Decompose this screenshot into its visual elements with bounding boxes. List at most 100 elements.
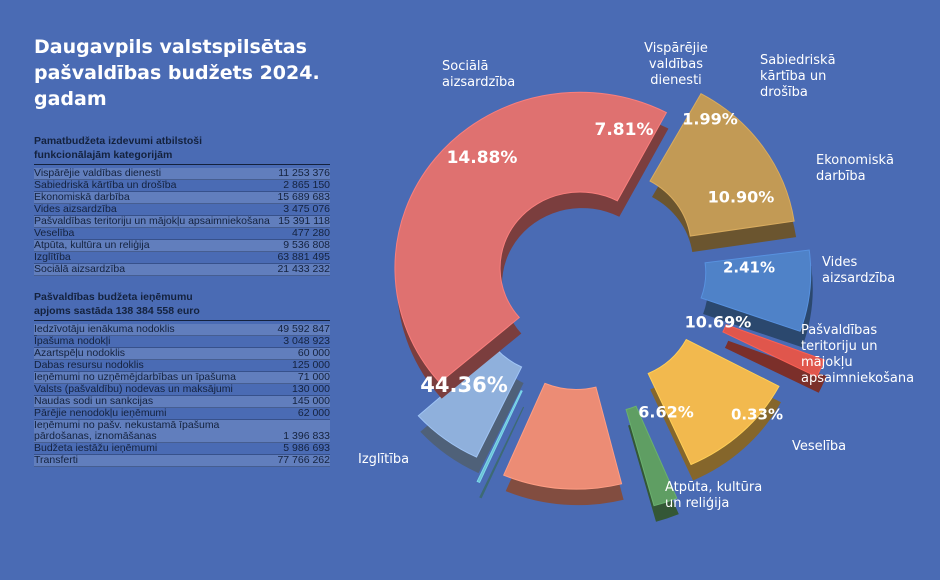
category-label-line: dienesti (650, 73, 702, 88)
row-value: 125 000 (277, 359, 330, 372)
row-label: Īpašuma nodokļi (34, 335, 278, 348)
category-label-line: Izglītība (358, 452, 409, 467)
expenditure-table: Vispārējie valdības dienesti 11 253 376 S… (34, 168, 330, 276)
row-label: Veselība (34, 227, 277, 240)
slice-top (649, 93, 795, 237)
row-value: 21 433 232 (276, 263, 330, 276)
slice-side (724, 340, 827, 393)
table-row: Sabiedriskā kārtība un drošība 2 865 150 (34, 179, 330, 192)
category-label-line: apsaimniekošana (801, 371, 914, 386)
row-label: Naudas sodi un sankcijas (34, 395, 278, 408)
expenditure-heading-line-2: funkcionālajām kategorijām (34, 149, 173, 161)
page-title-line-2: pašvaldības budžets 2024. gadam (34, 62, 320, 110)
row-label: Sociālā aizsardzība (34, 263, 277, 276)
category-label-line: Veselība (792, 439, 846, 454)
row-label: Izglītība (34, 251, 277, 264)
slice-category-label: Vispārējie valdības dienesti (644, 41, 708, 88)
row-value: 49 592 847 (277, 323, 330, 336)
slice-top (417, 348, 523, 458)
slice-percent-label: 44.36% (420, 373, 507, 397)
table-row: Ieņēmumi no pašv. nekustamā īpašuma pārd… (34, 419, 330, 443)
row-value: 130 000 (277, 383, 330, 396)
slice-economic-affairs (647, 338, 781, 481)
slice-environment (625, 405, 679, 522)
slice-top (476, 390, 523, 484)
category-label-line: Ekonomiskā (816, 153, 894, 168)
slice-public-order (722, 324, 827, 393)
row-value: 62 000 (277, 407, 330, 420)
table-row: Vides aizsardzība 3 475 076 (34, 203, 330, 216)
row-label: Vides aizsardzība (34, 203, 277, 216)
category-label-line: Vispārējie (644, 41, 708, 56)
slice-percent-label: 1.99% (682, 110, 738, 129)
slice-category-label: Izglītība (358, 452, 409, 467)
row-value: 3 475 076 (276, 203, 330, 216)
slice-percent-label: 10.69% (685, 313, 752, 332)
row-value: 477 280 (276, 227, 330, 240)
table-row: Atpūta, kultūra un reliģija 9 536 808 (34, 239, 330, 252)
category-label-line: Atpūta, kultūra (665, 480, 762, 495)
revenue-table: Iedzīvotāju ienākuma nodoklis 49 592 847 … (34, 324, 330, 467)
row-value: 1 396 833 (277, 419, 330, 443)
row-value: 3 048 923 (277, 335, 330, 348)
slice-education (394, 91, 669, 399)
expenditure-heading: Pamatbudžeta izdevumi atbilstoši funkcio… (34, 134, 330, 165)
slice-percent-label: 14.88% (447, 148, 518, 168)
row-label: Atpūta, kultūra un reliģija (34, 239, 277, 252)
slice-top (625, 405, 678, 507)
table-row: Iedzīvotāju ienākuma nodoklis 49 592 847 (34, 324, 330, 336)
row-value: 63 881 495 (276, 251, 330, 264)
table-row: Ieņēmumi no uzņēmējdarbības un īpašuma 71… (34, 371, 330, 384)
row-label: Iedzīvotāju ienākuma nodoklis (34, 324, 278, 336)
row-value: 11 253 376 (276, 168, 330, 180)
slice-percent-label: 10.90% (708, 188, 775, 207)
category-label-line: un reliģija (665, 496, 729, 511)
left-panel: Daugavpils valstspilsētas pašvaldības bu… (34, 34, 330, 467)
table-row: Pašvaldības teritoriju un mājokļu apsaim… (34, 215, 330, 228)
category-label-line: Vides (822, 255, 857, 270)
table-row: Transferti 77 766 262 (34, 454, 330, 467)
category-label-line: Sociālā (442, 59, 489, 74)
category-label-line: teritoriju un (801, 339, 878, 354)
row-value: 77 766 262 (277, 454, 330, 467)
slice-recreation (417, 348, 524, 474)
slice-category-label: Vides aizsardzība (822, 255, 895, 286)
category-label-line: aizsardzība (442, 75, 515, 90)
row-label: Ieņēmumi no uzņēmējdarbības un īpašuma (34, 371, 278, 384)
row-value: 145 000 (277, 395, 330, 408)
table-row: Ekonomiskā darbība 15 689 683 (34, 191, 330, 204)
expenditure-heading-line-1: Pamatbudžeta izdevumi atbilstoši (34, 135, 203, 147)
table-row: Azartspēļu nodoklis 60 000 (34, 347, 330, 360)
table-row: Valsts (pašvaldību) nodevas un maksājumi… (34, 383, 330, 396)
slice-housing (503, 382, 624, 506)
table-row: Vispārējie valdības dienesti 11 253 376 (34, 168, 330, 180)
slice-top (394, 91, 668, 384)
row-value: 5 986 693 (277, 442, 330, 455)
slice-top (647, 338, 780, 466)
row-label: Azartspēļu nodoklis (34, 347, 278, 360)
row-value: 2 865 150 (276, 179, 330, 192)
slice-category-label: Pašvaldības teritoriju un mājokļu apsaimnie… (801, 323, 914, 386)
slice-top (722, 324, 826, 378)
category-label-line: darbība (816, 169, 866, 184)
slice-top (503, 382, 623, 490)
slice-category-label: Veselība (792, 439, 846, 454)
row-label: Transferti (34, 454, 278, 467)
slice-health (476, 390, 525, 499)
row-label: Ieņēmumi no pašv. nekustamā īpašuma pārd… (34, 419, 278, 443)
category-label-line: drošība (760, 85, 808, 100)
row-label: Vispārējie valdības dienesti (34, 168, 277, 180)
row-value: 15 391 118 (276, 215, 330, 228)
row-label: Sabiedriskā kārtība un drošība (34, 179, 277, 192)
row-label: Budžeta iestāžu ieņēmumi (34, 442, 278, 455)
table-row: Budžeta iestāžu ieņēmumi 5 986 693 (34, 442, 330, 455)
row-label: Ekonomiskā darbība (34, 191, 277, 204)
table-row: Izglītība 63 881 495 (34, 251, 330, 264)
slice-percent-label: 6.62% (638, 403, 694, 422)
page-title: Daugavpils valstspilsētas pašvaldības bu… (34, 34, 330, 112)
slice-category-label: Atpūta, kultūra un reliģija (665, 480, 762, 511)
slice-category-label: Sabiedriskā kārtība un drošība (760, 53, 836, 100)
row-value: 9 536 808 (276, 239, 330, 252)
slice-percent-label: 2.41% (723, 259, 775, 277)
